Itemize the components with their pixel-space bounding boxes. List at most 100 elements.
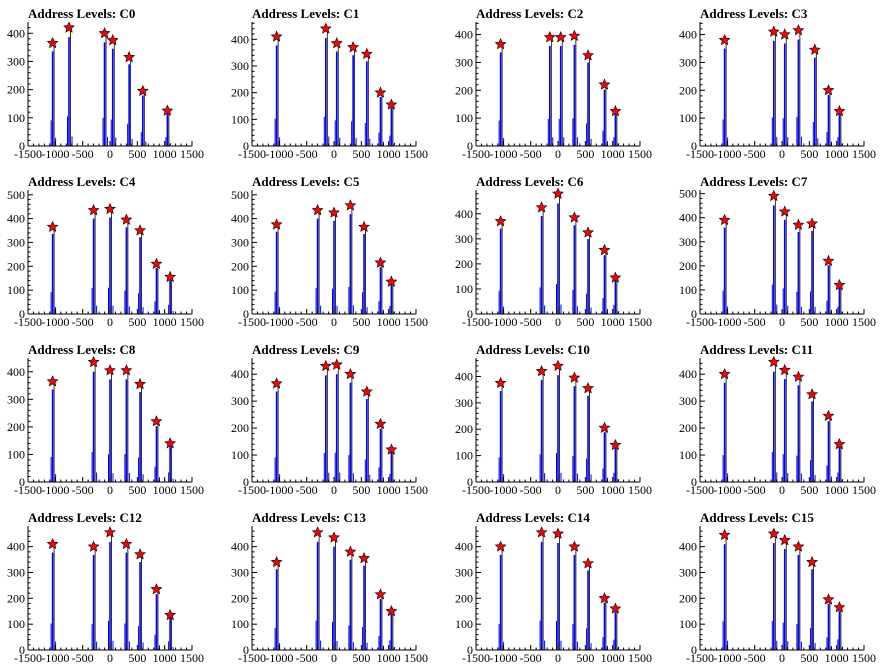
y-tick-label: 400 <box>7 26 25 40</box>
x-tick-label: 1000 <box>377 483 401 497</box>
peak-marker <box>106 34 119 46</box>
y-tick-label: 300 <box>7 392 25 406</box>
peak-marker <box>270 377 283 389</box>
peak-marker <box>543 31 556 43</box>
y-tick-label: 200 <box>7 420 25 434</box>
histogram-panel: Address Levels: C10 0 100 200 300 400 -1500 -10… <box>455 342 652 497</box>
x-tick-label: -1000 <box>713 315 741 329</box>
peak-marker <box>134 224 147 236</box>
histogram-panel: Address Levels: C8 0 100 200 300 400 -1500 -100… <box>7 342 204 497</box>
peak-marker <box>104 526 116 538</box>
peak-marker <box>87 204 100 216</box>
panel-title: Address Levels: C7 <box>700 174 808 189</box>
y-tick-label: 100 <box>679 283 697 297</box>
y-tick-label: 300 <box>679 566 697 580</box>
x-tick-label: 1500 <box>404 315 428 329</box>
x-tick-label: -500 <box>296 147 318 161</box>
histogram-panel: Address Levels: C70100200300400500-1500-… <box>679 174 876 329</box>
peak-marker <box>270 30 283 42</box>
y-tick-label: 400 <box>231 32 249 46</box>
peak-marker <box>161 104 174 116</box>
peak-marker <box>374 417 387 430</box>
peak-marker <box>494 376 507 389</box>
peak-marker <box>767 189 780 202</box>
x-tick-label: -500 <box>744 483 766 497</box>
x-tick-label: -1500 <box>14 315 42 329</box>
x-tick-label: -500 <box>72 147 94 161</box>
x-tick-label: -1000 <box>265 147 293 161</box>
peak-marker <box>718 213 731 226</box>
peak-marker <box>374 588 387 600</box>
peak-marker <box>46 220 59 233</box>
peak-marker <box>582 226 595 238</box>
peak-marker <box>319 22 332 34</box>
peak-marker <box>718 528 731 541</box>
x-tick-label: 1000 <box>153 483 177 497</box>
peak-marker <box>385 443 398 455</box>
x-tick-label: 0 <box>331 147 337 161</box>
x-tick-label: 0 <box>331 315 337 329</box>
y-tick-label: 400 <box>455 207 473 221</box>
peak-marker <box>833 601 846 613</box>
y-tick-label: 400 <box>7 540 25 554</box>
x-tick-label: 1000 <box>825 483 849 497</box>
peak-marker <box>374 86 387 98</box>
x-tick-label: 1500 <box>852 483 876 497</box>
histogram-panel: Address Levels: C14 0 100 200 300 400 -1500 -10… <box>455 510 652 665</box>
peak-marker <box>792 540 805 552</box>
x-tick-label: -500 <box>520 315 542 329</box>
x-tick-label: -1500 <box>462 315 490 329</box>
histogram-panel: Address Levels: C11 0 100 200 300 400 -1500 -10… <box>679 342 876 497</box>
peak-marker <box>822 593 835 605</box>
peak-marker <box>104 364 116 376</box>
x-tick-label: 500 <box>352 651 370 665</box>
peak-marker <box>360 385 373 397</box>
x-tick-label: 1500 <box>628 483 652 497</box>
y-tick-label: 400 <box>455 369 473 383</box>
peak-marker <box>568 371 581 383</box>
x-tick-label: -1000 <box>713 147 741 161</box>
panel-title: Address Levels: C4 <box>28 174 136 189</box>
panel-title: Address Levels: C13 <box>252 510 366 525</box>
histogram-panel: Address Levels: C1 0 100 200 300 400 -1500 -100… <box>231 6 428 161</box>
x-tick-label: 1500 <box>180 483 204 497</box>
peak-marker <box>120 537 133 550</box>
peak-marker <box>46 537 59 550</box>
y-tick-label: 200 <box>455 257 473 271</box>
peak-marker <box>136 84 149 97</box>
peak-marker <box>598 421 611 434</box>
peak-marker <box>358 220 371 233</box>
y-tick-label: 100 <box>455 111 473 125</box>
y-tick-label: 400 <box>679 211 697 225</box>
peak-marker <box>535 526 548 538</box>
y-tick-label: 100 <box>679 617 697 631</box>
peak-marker <box>792 24 805 36</box>
peak-marker <box>582 557 595 569</box>
histogram-panel: Address Levels: C9 0 100 200 300 400 -1500 -100… <box>231 342 428 497</box>
x-tick-label: -1500 <box>14 651 42 665</box>
x-tick-label: 0 <box>107 651 113 665</box>
x-tick-label: 500 <box>352 315 370 329</box>
peak-marker <box>123 50 136 63</box>
y-tick-label: 0 <box>243 139 249 153</box>
x-tick-label: 1500 <box>852 315 876 329</box>
y-tick-label: 300 <box>455 396 473 410</box>
peak-marker <box>164 608 177 621</box>
x-tick-label: 500 <box>800 147 818 161</box>
peak-marker <box>609 104 622 117</box>
panel-title: Address Levels: C0 <box>28 6 135 21</box>
x-tick-label: 0 <box>107 147 113 161</box>
y-tick-label: 200 <box>679 83 697 97</box>
y-tick-label: 200 <box>455 83 473 97</box>
x-tick-label: 0 <box>107 315 113 329</box>
peak-marker <box>552 359 564 372</box>
y-tick-label: 400 <box>231 540 249 554</box>
x-tick-label: 1500 <box>628 651 652 665</box>
x-tick-label: -500 <box>744 147 766 161</box>
y-tick-label: 100 <box>7 283 25 297</box>
y-tick-label: 0 <box>691 475 697 489</box>
peak-marker <box>609 438 622 451</box>
panel-title: Address Levels: C3 <box>700 6 808 21</box>
x-tick-label: -500 <box>296 651 318 665</box>
y-tick-label: 100 <box>455 449 473 463</box>
